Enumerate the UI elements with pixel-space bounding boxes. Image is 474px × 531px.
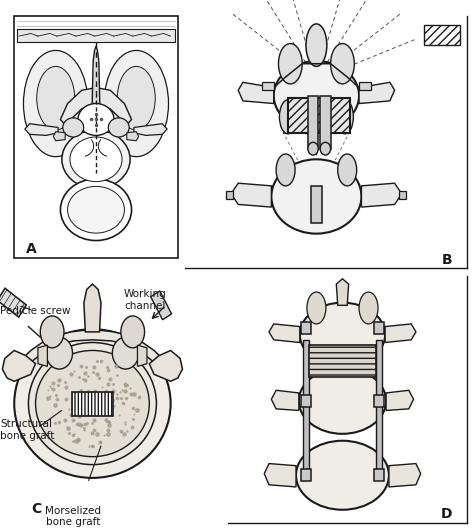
Ellipse shape bbox=[67, 186, 124, 233]
Ellipse shape bbox=[78, 104, 114, 135]
Polygon shape bbox=[14, 329, 171, 374]
Text: Working
channel: Working channel bbox=[123, 289, 166, 311]
Bar bbox=[308, 96, 319, 149]
Polygon shape bbox=[134, 124, 167, 135]
Polygon shape bbox=[92, 46, 100, 104]
Ellipse shape bbox=[121, 316, 145, 348]
Ellipse shape bbox=[36, 66, 75, 130]
Ellipse shape bbox=[23, 50, 88, 157]
Ellipse shape bbox=[278, 44, 302, 84]
Ellipse shape bbox=[62, 130, 130, 189]
Polygon shape bbox=[2, 350, 36, 381]
Bar bbox=[151, 291, 172, 320]
Polygon shape bbox=[271, 390, 299, 410]
Polygon shape bbox=[386, 390, 413, 410]
Bar bbox=[0, 288, 27, 317]
Polygon shape bbox=[238, 82, 274, 104]
Polygon shape bbox=[25, 124, 58, 135]
Polygon shape bbox=[361, 183, 402, 207]
Ellipse shape bbox=[104, 50, 169, 157]
Text: Pedicle screw: Pedicle screw bbox=[0, 306, 71, 315]
Ellipse shape bbox=[70, 137, 122, 182]
Ellipse shape bbox=[337, 154, 356, 186]
Text: Morselized
bone graft: Morselized bone graft bbox=[46, 506, 101, 527]
Ellipse shape bbox=[308, 142, 319, 155]
Ellipse shape bbox=[14, 329, 171, 478]
Ellipse shape bbox=[274, 61, 359, 130]
Polygon shape bbox=[359, 82, 371, 90]
Bar bbox=[301, 469, 311, 481]
Bar bbox=[374, 322, 384, 334]
Polygon shape bbox=[84, 284, 101, 332]
Bar bbox=[320, 96, 331, 149]
Text: C: C bbox=[31, 502, 41, 516]
Ellipse shape bbox=[40, 316, 64, 348]
Text: B: B bbox=[442, 253, 453, 267]
Bar bbox=[374, 469, 384, 481]
Polygon shape bbox=[61, 88, 132, 125]
Ellipse shape bbox=[36, 350, 149, 457]
Polygon shape bbox=[264, 464, 296, 487]
Polygon shape bbox=[269, 324, 300, 342]
Bar bbox=[301, 395, 311, 407]
Bar bbox=[283, 114, 285, 133]
Ellipse shape bbox=[271, 159, 361, 234]
Ellipse shape bbox=[337, 100, 353, 134]
Text: A: A bbox=[26, 242, 37, 256]
Bar bbox=[309, 345, 375, 377]
Ellipse shape bbox=[279, 100, 296, 134]
Bar bbox=[301, 322, 311, 334]
Polygon shape bbox=[137, 345, 147, 366]
Polygon shape bbox=[127, 132, 138, 141]
Text: Structural
bone graft: Structural bone graft bbox=[0, 419, 55, 441]
Polygon shape bbox=[336, 279, 348, 305]
Bar bbox=[374, 395, 384, 407]
Ellipse shape bbox=[61, 179, 131, 241]
Polygon shape bbox=[231, 183, 271, 207]
Bar bbox=[303, 340, 309, 469]
Ellipse shape bbox=[28, 342, 156, 465]
Bar bbox=[17, 29, 175, 42]
Ellipse shape bbox=[117, 66, 155, 130]
Polygon shape bbox=[389, 464, 420, 487]
Ellipse shape bbox=[46, 337, 73, 369]
Bar bbox=[14, 16, 178, 258]
Ellipse shape bbox=[63, 118, 84, 137]
Ellipse shape bbox=[299, 368, 386, 434]
Polygon shape bbox=[359, 82, 394, 104]
Ellipse shape bbox=[306, 24, 327, 66]
Polygon shape bbox=[385, 324, 416, 342]
Polygon shape bbox=[226, 191, 233, 199]
Bar bbox=[288, 98, 349, 133]
Polygon shape bbox=[38, 345, 47, 366]
Bar bbox=[376, 340, 382, 469]
Ellipse shape bbox=[300, 303, 385, 366]
Ellipse shape bbox=[307, 292, 326, 324]
Bar bbox=[311, 186, 321, 223]
Ellipse shape bbox=[276, 154, 295, 186]
Polygon shape bbox=[149, 350, 182, 381]
Polygon shape bbox=[399, 191, 407, 199]
Bar bbox=[424, 25, 460, 45]
Ellipse shape bbox=[359, 292, 378, 324]
Ellipse shape bbox=[331, 44, 355, 84]
Bar bbox=[72, 392, 112, 415]
Ellipse shape bbox=[108, 118, 129, 137]
Polygon shape bbox=[54, 132, 65, 141]
Ellipse shape bbox=[320, 142, 331, 155]
Ellipse shape bbox=[112, 337, 139, 369]
Text: D: D bbox=[441, 508, 453, 521]
Polygon shape bbox=[262, 82, 274, 90]
Ellipse shape bbox=[296, 441, 389, 510]
